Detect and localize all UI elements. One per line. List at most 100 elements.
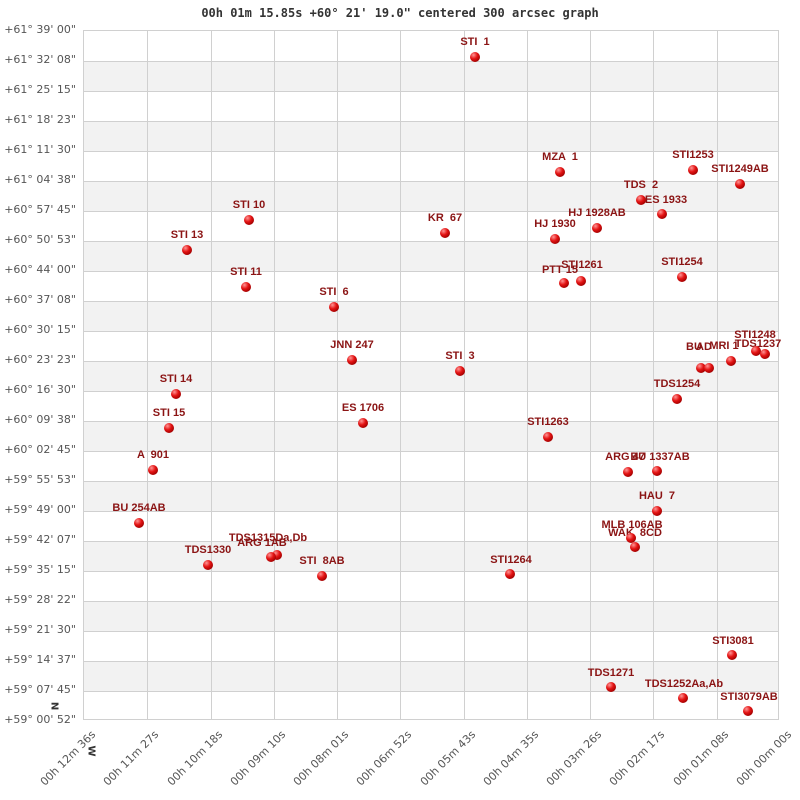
- gridline-vertical: [147, 31, 148, 719]
- gridline-vertical: [211, 31, 212, 719]
- dec-band: [84, 541, 778, 571]
- dec-tick-label: +59° 14' 37": [4, 653, 76, 666]
- gridline-horizontal: [84, 691, 778, 692]
- dec-band: [84, 121, 778, 151]
- dec-tick-label: +59° 49' 00": [4, 503, 76, 516]
- star-point-label: PTT 15: [541, 264, 579, 276]
- star-point-dot: [347, 355, 357, 365]
- star-point-dot: [148, 465, 158, 475]
- gridline-horizontal: [84, 361, 778, 362]
- star-point-label: STI 15: [152, 407, 186, 419]
- star-point-dot: [688, 165, 698, 175]
- chart-title: 00h 01m 15.85s +60° 21' 19.0" centered 3…: [201, 6, 599, 20]
- gridline-vertical: [464, 31, 465, 719]
- star-point-dot: [606, 682, 616, 692]
- star-point-label: STI 1: [460, 36, 490, 48]
- star-point-dot: [543, 432, 553, 442]
- star-point-label: MLB 106AB: [601, 519, 663, 531]
- gridline-horizontal: [84, 61, 778, 62]
- star-point-label: STI 10: [232, 199, 266, 211]
- star-point-label: STI1249AB: [711, 163, 769, 175]
- dec-band: [84, 361, 778, 391]
- plot-area: [83, 30, 779, 720]
- gridline-horizontal: [84, 451, 778, 452]
- dec-tick-label: +59° 21' 30": [4, 623, 76, 636]
- gridline-horizontal: [84, 121, 778, 122]
- star-point-label: MZA 1: [542, 151, 578, 163]
- star-point-dot: [182, 245, 192, 255]
- star-point-dot: [266, 552, 276, 562]
- star-point-dot: [678, 693, 688, 703]
- dec-band: [84, 241, 778, 271]
- dec-band: [84, 61, 778, 91]
- star-point-dot: [272, 550, 282, 560]
- gridline-horizontal: [84, 181, 778, 182]
- star-point-label: TDS1330: [184, 544, 232, 556]
- star-point-label: BU: [686, 341, 702, 353]
- star-point-dot: [696, 363, 706, 373]
- star-point-dot: [358, 418, 368, 428]
- dec-tick-label: +59° 00' 52": [4, 713, 76, 726]
- star-point-label: JNN 247: [330, 339, 374, 351]
- star-point-dot: [630, 542, 640, 552]
- star-point-dot: [677, 272, 687, 282]
- star-point-label: STI1261: [561, 259, 603, 271]
- dec-tick-label: +61° 25' 15": [4, 83, 76, 96]
- star-point-label: STI1248: [734, 329, 776, 341]
- star-point-dot: [317, 571, 327, 581]
- dec-band: [84, 661, 778, 691]
- star-point-dot: [455, 366, 465, 376]
- gridline-horizontal: [84, 511, 778, 512]
- star-point-label: TDS1254: [653, 378, 701, 390]
- gridline-horizontal: [84, 541, 778, 542]
- star-point-label: STI 3: [445, 350, 475, 362]
- star-point-label: TDS1237: [734, 338, 782, 350]
- star-point-label: ES 1933: [644, 194, 688, 206]
- dec-tick-label: +61° 32' 08": [4, 53, 76, 66]
- dec-tick-label: +59° 55' 53": [4, 473, 76, 486]
- dec-tick-label: +59° 07' 45": [4, 683, 76, 696]
- gridline-horizontal: [84, 481, 778, 482]
- star-point-label: STI 13: [170, 229, 204, 241]
- star-point-label: STI 6: [319, 286, 349, 298]
- gridline-vertical: [653, 31, 654, 719]
- gridline-horizontal: [84, 391, 778, 392]
- gridline-vertical: [400, 31, 401, 719]
- star-point-label: HAU 7: [638, 490, 676, 502]
- dec-tick-label: +61° 11' 30": [4, 143, 76, 156]
- star-point-dot: [440, 228, 450, 238]
- star-point-dot: [555, 167, 565, 177]
- star-point-label: ARG 1AB: [237, 537, 287, 549]
- star-point-dot: [652, 466, 662, 476]
- gridline-horizontal: [84, 631, 778, 632]
- star-point-dot: [704, 363, 714, 373]
- compass-north-marker: N: [48, 701, 60, 711]
- star-point-label: BU 1337AB: [630, 451, 690, 463]
- dec-tick-label: +60° 50' 53": [4, 233, 76, 246]
- star-point-dot: [652, 506, 662, 516]
- star-point-label: STI1253: [672, 149, 714, 161]
- star-point-label: HJ 1928AB: [568, 207, 626, 219]
- star-point-dot: [636, 195, 646, 205]
- star-point-label: KR 67: [427, 212, 463, 224]
- gridline-vertical: [337, 31, 338, 719]
- star-point-label: A 901: [136, 449, 170, 461]
- star-point-dot: [470, 52, 480, 62]
- star-point-label: STI 14: [159, 373, 193, 385]
- dec-tick-label: +60° 16' 30": [4, 383, 76, 396]
- gridline-horizontal: [84, 301, 778, 302]
- star-point-dot: [171, 389, 181, 399]
- star-point-dot: [727, 650, 737, 660]
- star-point-dot: [244, 215, 254, 225]
- dec-tick-label: +59° 35' 15": [4, 563, 76, 576]
- star-point-dot: [735, 179, 745, 189]
- star-point-dot: [576, 276, 586, 286]
- star-point-label: HJ 1930: [534, 218, 576, 230]
- dec-tick-label: +60° 57' 45": [4, 203, 76, 216]
- dec-band: [84, 181, 778, 211]
- dec-tick-label: +59° 42' 07": [4, 533, 76, 546]
- star-point-dot: [592, 223, 602, 233]
- star-point-dot: [657, 209, 667, 219]
- star-point-dot: [203, 560, 213, 570]
- gridline-vertical: [274, 31, 275, 719]
